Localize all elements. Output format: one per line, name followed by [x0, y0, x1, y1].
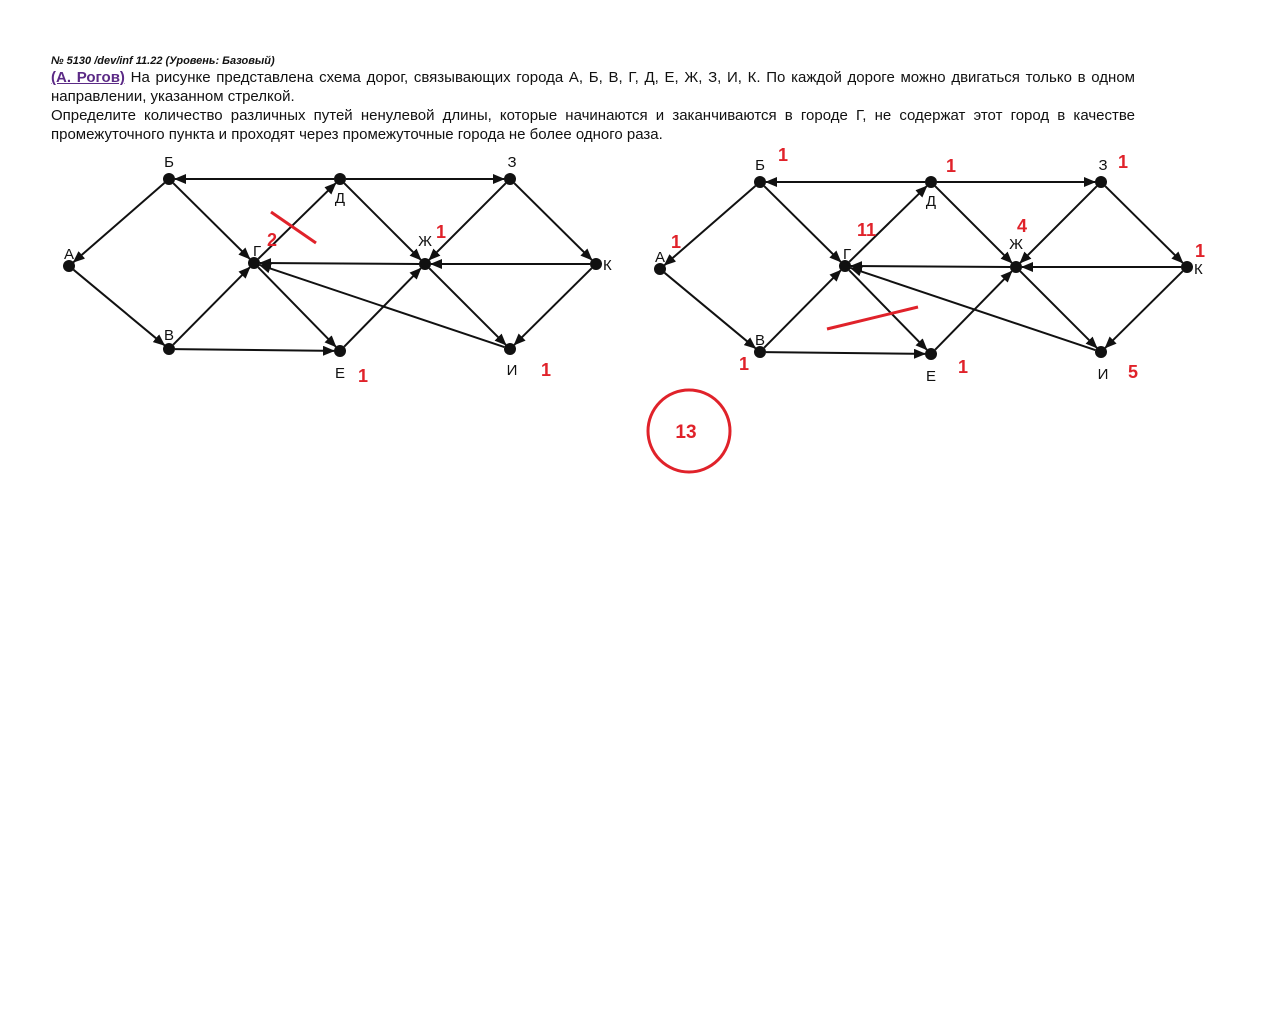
path-count-A: 1	[671, 232, 681, 252]
road-B-to-G	[172, 182, 251, 260]
path-count-G: 2	[267, 230, 277, 250]
path-count-I: 1	[541, 360, 551, 380]
road-V-to-G	[763, 269, 842, 349]
city-label-V: В	[755, 332, 765, 349]
road-V-to-G	[172, 266, 251, 346]
road-D-to-Zh	[934, 185, 1013, 264]
road-A-to-V	[72, 269, 166, 346]
path-count-B: 1	[778, 145, 788, 165]
road-Zh-to-G	[850, 261, 1011, 272]
road-B-to-A	[72, 182, 166, 263]
road-Z-to-K	[1104, 185, 1184, 264]
answer-value: 13	[675, 422, 696, 443]
city-label-Z: З	[1098, 157, 1107, 174]
city-label-Zh: Ж	[1009, 236, 1023, 253]
city-label-G: Г	[843, 246, 851, 263]
city-label-D: Д	[335, 190, 345, 207]
strike-mark-right	[826, 305, 919, 331]
city-node-A	[63, 260, 75, 272]
road-Zh-to-G	[259, 258, 420, 269]
road-Z-to-K	[513, 182, 593, 261]
city-node-B	[754, 176, 766, 188]
graph-left: А Б В Г Д Е Ж З И К 2 1 1 1	[63, 154, 612, 386]
city-label-A: А	[655, 249, 665, 266]
road-Zh-to-I	[1019, 270, 1098, 349]
city-label-Zh: Ж	[418, 233, 432, 250]
road-E-to-Zh	[343, 267, 422, 348]
road-K-to-I	[1104, 270, 1184, 349]
city-node-I	[1095, 346, 1107, 358]
path-count-Z: 1	[1118, 152, 1128, 172]
answer-circle	[646, 388, 732, 474]
problem-header: № 5130 /dev/inf 11.22 (Уровень: Базовый)…	[51, 55, 1135, 144]
path-count-I: 5	[1128, 362, 1138, 382]
road-Z-to-Zh	[428, 182, 507, 261]
path-count-G: 11	[857, 220, 876, 240]
problem-text-2: Определите количество различных путей не…	[51, 107, 1135, 143]
city-node-Zh	[1010, 261, 1022, 273]
author-link[interactable]: (А. Рогов)	[51, 69, 125, 86]
city-node-G	[839, 260, 851, 272]
city-label-A: А	[64, 246, 74, 263]
city-node-Z	[504, 173, 516, 185]
road-I-to-G	[258, 263, 505, 349]
road-Zh-to-I	[428, 267, 507, 346]
road-G-to-E	[848, 269, 928, 351]
city-node-D	[334, 173, 346, 185]
city-label-B: Б	[164, 154, 174, 171]
road-E-to-Zh	[934, 270, 1013, 351]
road-V-to-E	[174, 345, 335, 356]
city-node-V	[754, 346, 766, 358]
city-node-E	[925, 348, 937, 360]
path-count-V: 1	[739, 354, 749, 374]
city-label-G: Г	[253, 243, 261, 260]
road-B-to-A	[663, 185, 757, 266]
city-node-G	[248, 257, 260, 269]
city-label-D: Д	[926, 193, 936, 210]
city-node-A	[654, 263, 666, 275]
city-node-V	[163, 343, 175, 355]
city-node-Zh	[419, 258, 431, 270]
path-count-E: 1	[358, 366, 368, 386]
city-label-K: К	[1194, 261, 1203, 278]
problem-text-1: (А. Рогов) На рисунке представлена схема…	[51, 68, 1135, 106]
city-label-Z: З	[507, 154, 516, 171]
road-A-to-V	[663, 272, 757, 349]
city-label-E: Е	[335, 365, 345, 382]
city-node-K	[590, 258, 602, 270]
city-node-Z	[1095, 176, 1107, 188]
path-count-K: 1	[1195, 241, 1205, 261]
city-node-D	[925, 176, 937, 188]
road-B-to-G	[763, 185, 842, 263]
strike-mark-left	[270, 210, 317, 245]
city-label-I: И	[1098, 366, 1109, 383]
city-label-K: К	[603, 257, 612, 274]
road-V-to-E	[765, 348, 926, 359]
city-node-K	[1181, 261, 1193, 273]
road-G-to-E	[257, 266, 337, 348]
city-node-E	[334, 345, 346, 357]
road-I-to-G	[849, 266, 1096, 352]
path-count-Zh: 4	[1017, 216, 1027, 236]
city-label-E: Е	[926, 368, 936, 385]
road-D-to-Zh	[343, 182, 422, 261]
task-id: № 5130 /dev/inf 11.22 (Уровень: Базовый)	[51, 55, 275, 67]
city-label-B: Б	[755, 157, 765, 174]
city-node-B	[163, 173, 175, 185]
city-node-I	[504, 343, 516, 355]
road-K-to-I	[513, 267, 593, 346]
path-count-E: 1	[958, 357, 968, 377]
path-count-D: 1	[946, 156, 956, 176]
problem-text-1-body: На рисунке представлена схема дорог, свя…	[51, 69, 1135, 105]
road-G-to-D	[848, 185, 928, 263]
city-label-V: В	[164, 327, 174, 344]
road-G-to-D	[257, 182, 337, 260]
path-count-Zh: 1	[436, 222, 446, 242]
city-label-I: И	[507, 362, 518, 379]
road-Z-to-Zh	[1019, 185, 1098, 264]
